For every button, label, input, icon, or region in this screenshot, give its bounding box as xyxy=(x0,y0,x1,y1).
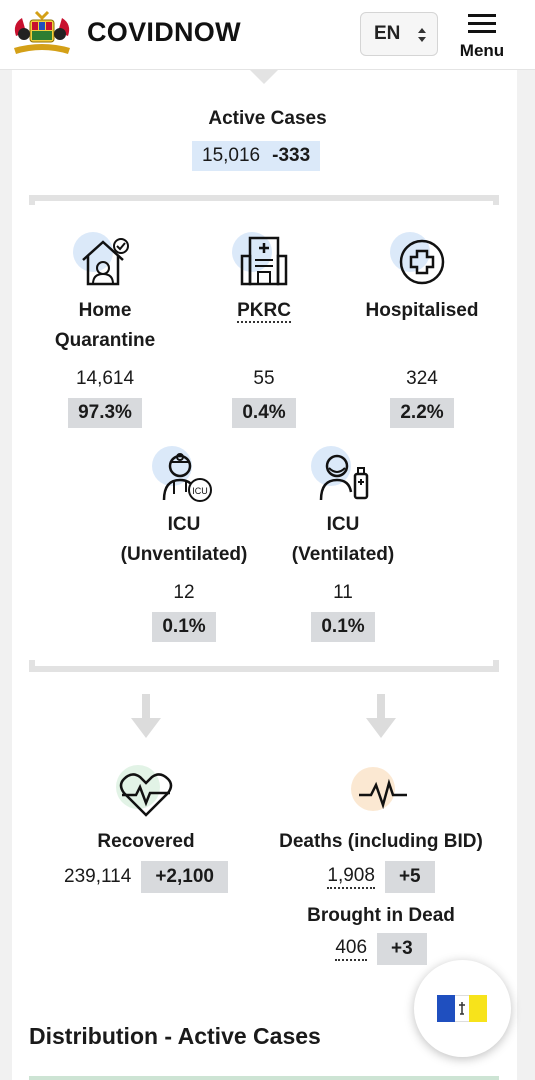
category-icu-ventilated: ICU (Ventilated) 11 0.1% xyxy=(253,446,433,642)
state-flag-icon xyxy=(437,995,487,1022)
category-value: 14,614 xyxy=(75,368,135,389)
category-home-quarantine: Home Quarantine 14,614 97.3% xyxy=(15,232,195,428)
language-selector[interactable]: EN xyxy=(360,12,438,56)
recovered-delta: +2,100 xyxy=(141,861,228,893)
bottom-bracket-divider xyxy=(29,660,499,672)
distribution-section-title: Distribution - Active Cases xyxy=(29,1023,321,1049)
arrow-down-icon xyxy=(131,694,161,738)
deaths-value[interactable]: 1,908 xyxy=(327,865,375,889)
category-name-line1: ICU xyxy=(167,514,201,535)
active-cases-title: Active Cases xyxy=(208,108,327,129)
state-selector-button[interactable] xyxy=(414,960,511,1057)
recovered-block: Recovered 239,114 +2,100 xyxy=(46,765,246,893)
icu-doctor-icon: ICU xyxy=(152,446,216,506)
deaths-delta: +5 xyxy=(384,861,435,893)
medical-cross-icon xyxy=(390,232,454,292)
deaths-title: Deaths (including BID) xyxy=(279,831,483,852)
menu-button[interactable]: Menu xyxy=(452,12,512,62)
category-name-line1: Hospitalised xyxy=(365,300,479,321)
arrow-down-icon xyxy=(366,694,396,738)
select-arrows-icon xyxy=(418,28,426,42)
category-value: 11 xyxy=(333,582,353,603)
category-name-line2 xyxy=(332,326,512,356)
category-value: 12 xyxy=(173,582,195,603)
ventilator-patient-icon xyxy=(311,446,375,506)
category-value: 324 xyxy=(406,368,438,389)
hospital-building-icon xyxy=(232,232,296,292)
category-percent: 0.4% xyxy=(232,398,296,428)
category-name-line2: (Unventilated) xyxy=(120,544,248,565)
heart-pulse-icon xyxy=(116,765,176,823)
pointer-notch xyxy=(250,70,278,84)
category-value: 55 xyxy=(253,368,275,389)
distribution-chart-edge xyxy=(29,1076,499,1080)
recovered-value: 239,114 xyxy=(64,866,132,887)
category-percent: 0.1% xyxy=(152,612,216,642)
category-name-line2: Quarantine xyxy=(54,330,156,351)
hamburger-icon xyxy=(468,14,496,33)
home-quarantine-icon xyxy=(73,232,137,292)
malaysia-coat-of-arms-logo[interactable] xyxy=(10,10,74,56)
bid-value[interactable]: 406 xyxy=(335,937,368,961)
active-cases-value: 15,016 xyxy=(202,145,261,166)
top-bracket-divider xyxy=(29,195,499,205)
active-cases-delta: -333 xyxy=(272,145,311,166)
pkrc-link[interactable]: PKRC xyxy=(237,300,291,323)
svg-text:ICU: ICU xyxy=(192,486,208,496)
active-cases-chip: 15,016 -333 xyxy=(192,141,321,171)
language-value: EN xyxy=(374,23,401,44)
menu-label: Menu xyxy=(459,41,505,60)
pulse-line-icon xyxy=(351,765,411,823)
category-percent: 0.1% xyxy=(311,612,375,642)
app-brand-title[interactable]: COVIDNOW xyxy=(87,17,241,47)
category-percent: 2.2% xyxy=(390,398,454,428)
category-name-line1: ICU xyxy=(326,514,360,535)
recovered-title: Recovered xyxy=(97,831,195,852)
category-icu-unventilated: ICU ICU (Unventilated) 12 0.1% xyxy=(94,446,274,642)
bid-title: Brought in Dead xyxy=(307,905,455,926)
top-header: COVIDNOW EN Menu xyxy=(0,0,535,70)
category-percent: 97.3% xyxy=(68,398,142,428)
category-pkrc: PKRC 55 0.4% xyxy=(174,232,354,428)
category-name-line2 xyxy=(174,326,354,356)
deaths-block: Deaths (including BID) 1,908 +5 Brought … xyxy=(262,765,500,965)
category-hospitalised: Hospitalised 324 2.2% xyxy=(332,232,512,428)
category-name-line1: Home xyxy=(78,300,132,321)
bid-delta: +3 xyxy=(377,933,427,965)
category-name-line2: (Ventilated) xyxy=(291,544,395,565)
category-name-line1[interactable]: PKRC xyxy=(174,296,354,326)
